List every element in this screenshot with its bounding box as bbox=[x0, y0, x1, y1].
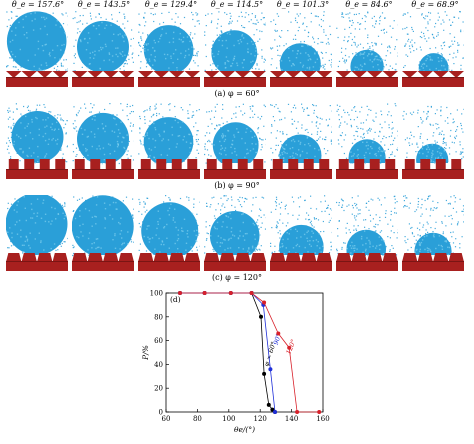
snapshot-canvas bbox=[270, 11, 332, 87]
snapshot-canvas bbox=[204, 195, 266, 271]
y-tick-label: 0 bbox=[159, 409, 163, 417]
snapshot-canvas bbox=[270, 195, 332, 271]
md-snapshot bbox=[204, 11, 266, 87]
md-snapshot bbox=[270, 195, 332, 271]
data-point bbox=[249, 291, 254, 295]
snapshot-canvas bbox=[336, 103, 398, 179]
series-line bbox=[180, 292, 276, 413]
snapshot-canvas bbox=[72, 103, 134, 179]
series-label: 120° bbox=[284, 338, 297, 356]
md-snapshot bbox=[402, 195, 464, 271]
snapshot-canvas bbox=[72, 195, 134, 271]
snapshot-canvas bbox=[336, 195, 398, 271]
md-snapshot bbox=[138, 11, 200, 87]
data-point bbox=[202, 291, 207, 295]
md-snapshot bbox=[72, 11, 134, 87]
y-tick-label: 100 bbox=[150, 290, 163, 298]
md-snapshot bbox=[204, 103, 266, 179]
data-point bbox=[287, 345, 292, 350]
md-snapshot bbox=[270, 11, 332, 87]
theta-label: θ_e = 114.5° bbox=[210, 0, 264, 9]
theta-label: θ_e = 101.3° bbox=[276, 0, 330, 9]
snapshot-canvas bbox=[402, 195, 464, 271]
md-snapshot bbox=[72, 103, 134, 179]
snapshot-canvas bbox=[138, 11, 200, 87]
data-point bbox=[178, 291, 182, 295]
caption-b: (b) φ = 90° bbox=[214, 181, 260, 190]
snapshot-canvas bbox=[6, 11, 68, 87]
theta-label: θ_e = 143.5° bbox=[77, 0, 131, 9]
md-snapshot bbox=[270, 103, 332, 179]
md-snapshot bbox=[72, 195, 134, 271]
snapshot-canvas bbox=[138, 103, 200, 179]
y-tick-label: 40 bbox=[154, 361, 163, 369]
y-tick-label: 80 bbox=[154, 313, 163, 321]
plot-frame bbox=[165, 292, 324, 413]
x-tick-label: 120 bbox=[254, 415, 267, 423]
theta-label: θ_e = 157.6° bbox=[11, 0, 65, 9]
md-snapshot bbox=[402, 11, 464, 87]
md-snapshot bbox=[138, 195, 200, 271]
x-tick-label: 100 bbox=[222, 415, 235, 423]
x-tick-label: 80 bbox=[193, 415, 202, 423]
theta-label: θ_e = 129.4° bbox=[144, 0, 198, 9]
md-snapshot bbox=[6, 103, 68, 179]
md-snapshot bbox=[336, 103, 398, 179]
contact-angle-header: θ_e = 157.6° θ_e = 143.5° θ_e = 129.4° θ… bbox=[0, 0, 474, 12]
panel-label: (d) bbox=[170, 295, 181, 304]
data-point bbox=[276, 331, 281, 336]
series-line bbox=[180, 292, 276, 413]
x-tick-label: 160 bbox=[316, 415, 329, 423]
md-snapshot bbox=[138, 103, 200, 179]
snapshot-canvas bbox=[402, 11, 464, 87]
data-point bbox=[317, 410, 322, 414]
theta-label: θ_e = 68.9° bbox=[411, 0, 459, 9]
data-point bbox=[266, 402, 271, 407]
data-point bbox=[262, 300, 267, 305]
y-tick-label: 60 bbox=[154, 337, 163, 345]
series-line bbox=[180, 292, 320, 413]
snapshot-row-a bbox=[6, 11, 472, 87]
data-point bbox=[273, 410, 277, 414]
snapshot-canvas bbox=[204, 11, 266, 87]
y-axis-label: P/% bbox=[141, 345, 150, 361]
md-snapshot bbox=[6, 195, 68, 271]
snapshot-canvas bbox=[6, 195, 68, 271]
data-point bbox=[262, 371, 267, 376]
data-point bbox=[259, 314, 263, 319]
snapshot-row-c bbox=[6, 195, 472, 271]
penetration-probability-chart: 60 80 100 120 140 160 0 20 40 60 80 100 θe/(°) P/% (d)… bbox=[141, 290, 330, 435]
snapshot-canvas bbox=[6, 103, 68, 179]
y-tick-label: 20 bbox=[154, 385, 163, 393]
data-point bbox=[270, 407, 275, 412]
series-label: 90° bbox=[272, 333, 283, 346]
x-tick-label: 140 bbox=[285, 415, 298, 423]
md-snapshot bbox=[336, 11, 398, 87]
snapshot-canvas bbox=[270, 103, 332, 179]
x-axis-label: θe/(°) bbox=[234, 425, 255, 434]
snapshot-canvas bbox=[402, 105, 464, 179]
theta-label: θ_e = 84.6° bbox=[345, 0, 393, 9]
data-point bbox=[295, 410, 300, 414]
caption-c: (c) φ = 120° bbox=[212, 273, 262, 282]
caption-a: (a) φ = 60° bbox=[214, 89, 260, 98]
md-snapshot bbox=[336, 195, 398, 271]
snapshot-canvas bbox=[204, 103, 266, 179]
snapshot-canvas bbox=[72, 11, 134, 87]
md-snapshot bbox=[204, 195, 266, 271]
md-snapshot bbox=[402, 103, 464, 179]
md-snapshot bbox=[6, 11, 68, 87]
data-point bbox=[268, 367, 273, 372]
x-tick-label: 60 bbox=[162, 415, 171, 423]
data-point bbox=[228, 291, 233, 295]
snapshot-row-b bbox=[6, 103, 472, 179]
snapshot-canvas bbox=[336, 11, 398, 87]
snapshot-canvas bbox=[138, 195, 200, 271]
